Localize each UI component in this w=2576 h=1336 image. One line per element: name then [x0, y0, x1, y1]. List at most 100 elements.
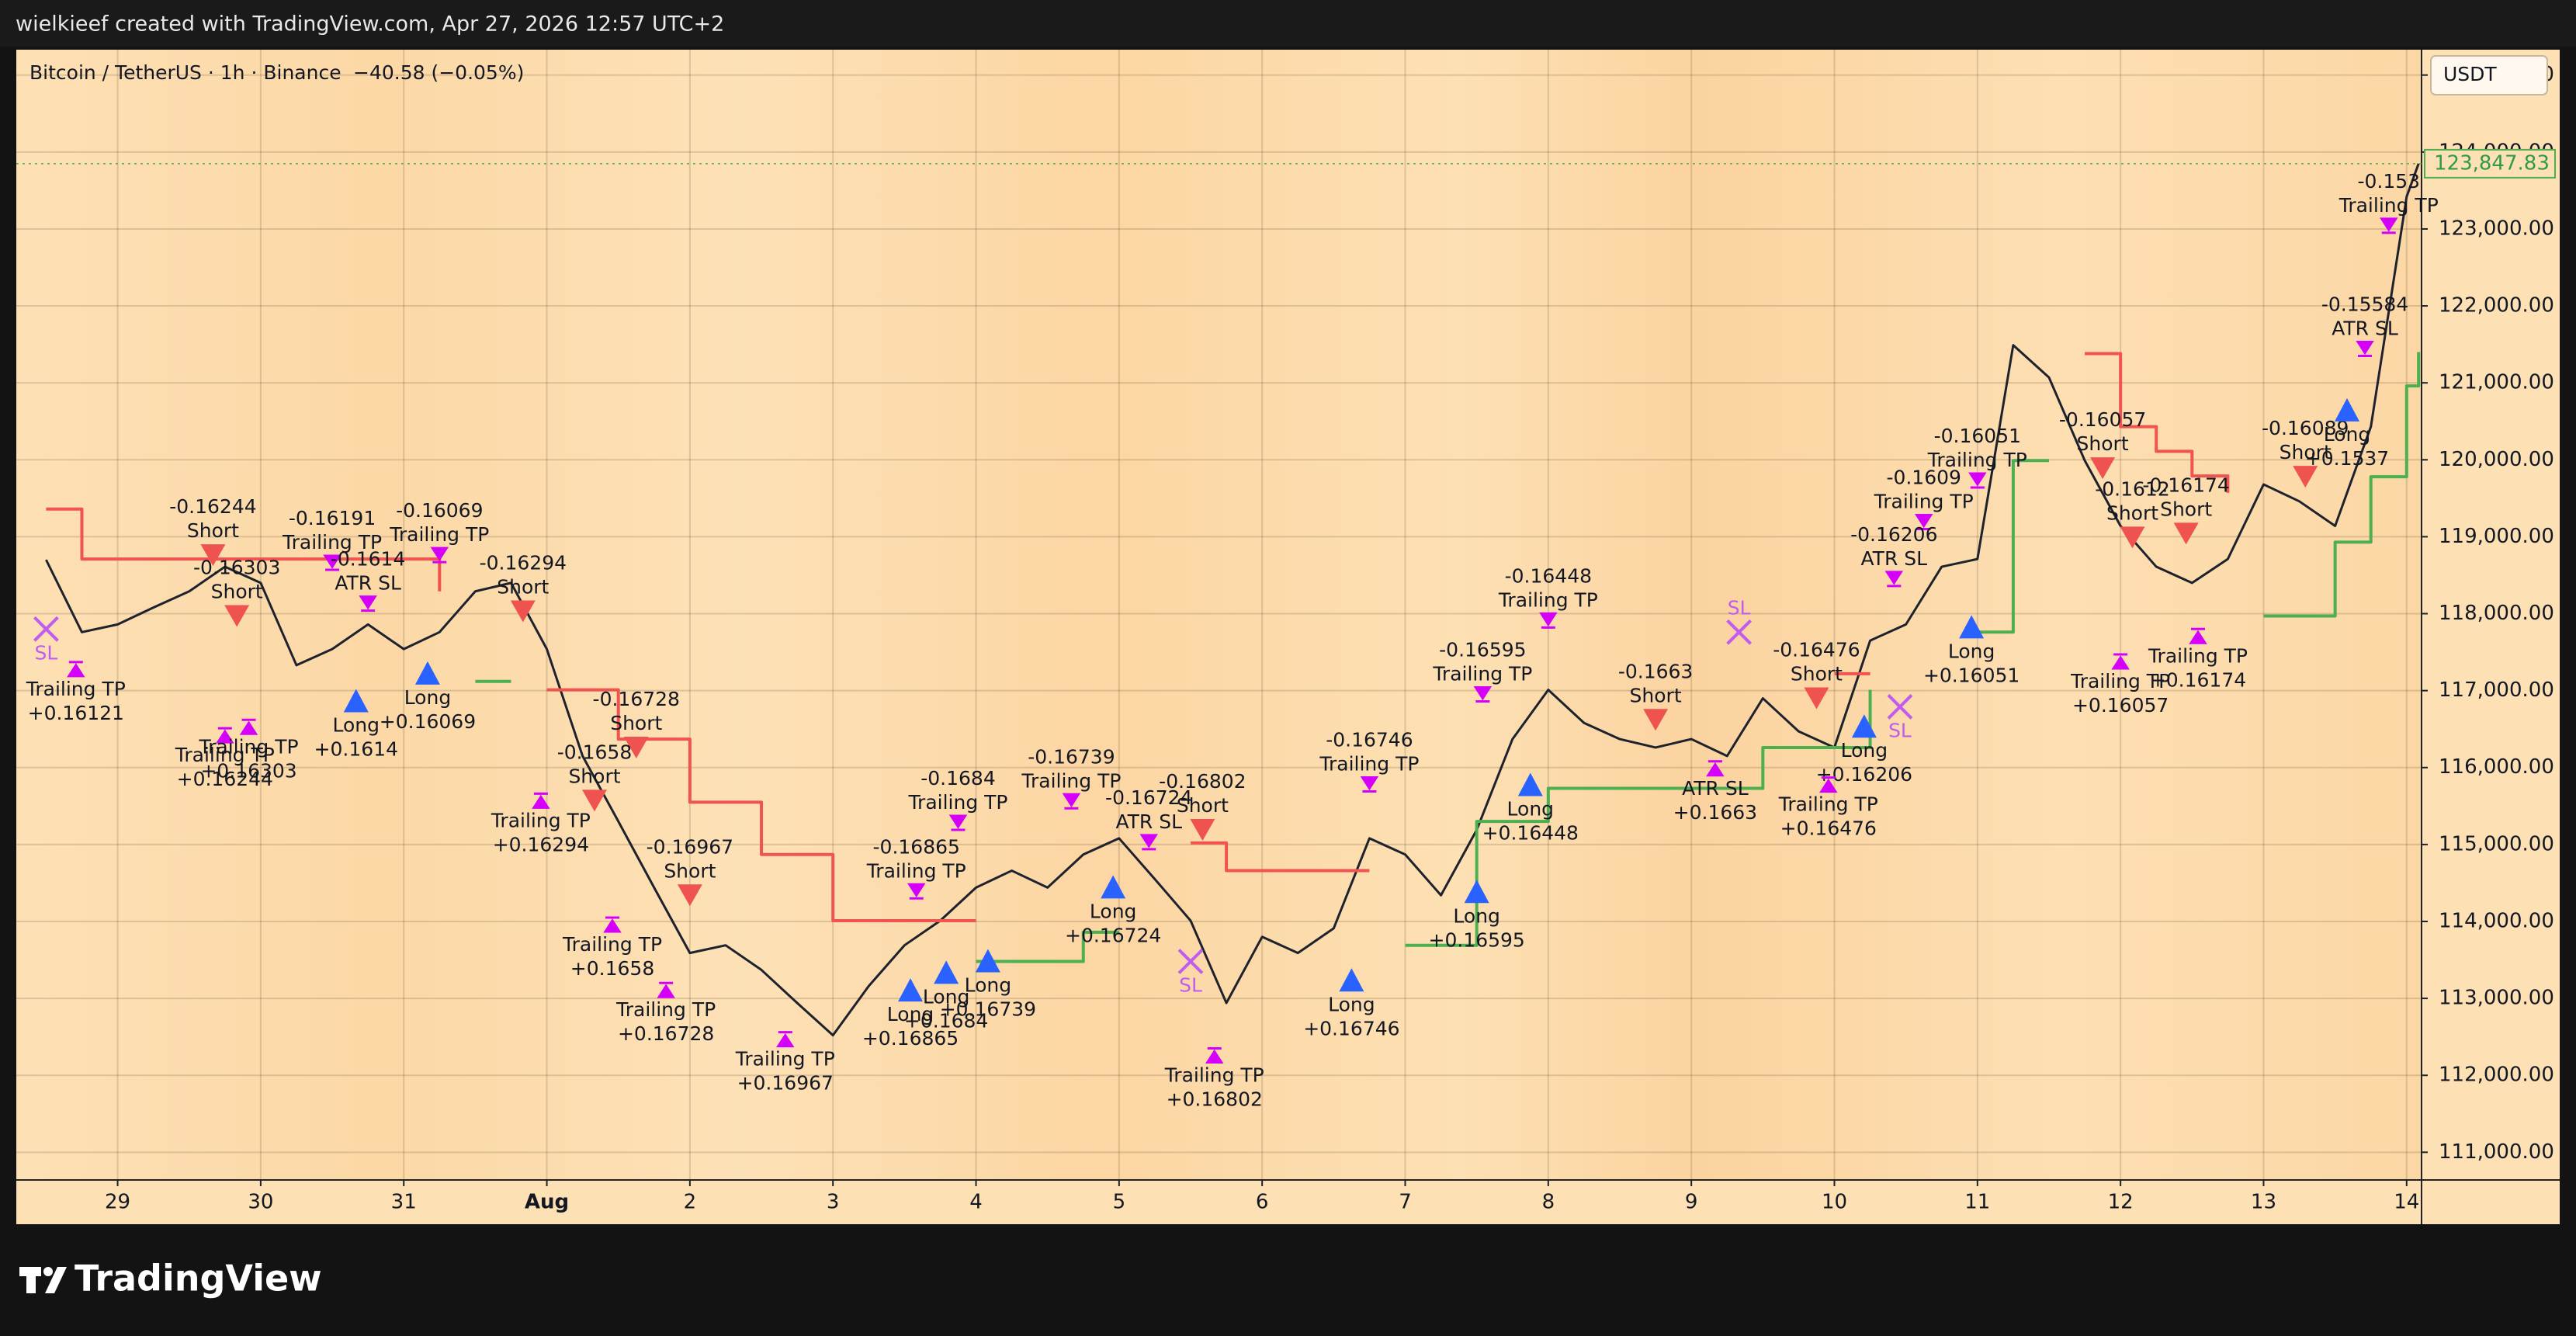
long-marker — [414, 661, 440, 685]
stop-line — [2085, 352, 2230, 493]
signal-label: -0.16303 — [193, 556, 280, 578]
signal-label: +0.16244 — [177, 768, 273, 790]
signal-label: Short — [1630, 684, 1682, 706]
series-layer — [45, 163, 2421, 1037]
tp-marker — [1062, 793, 1081, 810]
long-marker — [1851, 714, 1877, 738]
short-marker — [2090, 457, 2116, 480]
signal-label: Trailing TP — [491, 809, 591, 831]
signal-label: SL — [1888, 719, 1912, 741]
signal-label: ATR SL — [335, 572, 401, 595]
signal-label: ATR SL — [2332, 318, 2398, 340]
signal-label: +0.16739 — [940, 998, 1036, 1021]
signal-label: SL — [34, 641, 57, 664]
y-tick-label: 113,000.00 — [2439, 987, 2554, 1010]
stop-line — [2263, 352, 2421, 618]
y-tick-label: 121,000.00 — [2439, 371, 2554, 394]
x-tick-label: 14 — [2394, 1191, 2419, 1214]
signal-label: Trailing TP — [1778, 793, 1878, 816]
signal-label: Short — [568, 765, 620, 787]
y-tick-label: 120,000.00 — [2439, 448, 2554, 471]
x-tick-label: 8 — [1542, 1191, 1555, 1214]
long-marker — [1517, 772, 1543, 796]
short-marker — [581, 789, 607, 812]
short-marker — [2173, 522, 2199, 545]
grid — [16, 50, 2422, 1180]
signal-label: -0.1663 — [1618, 660, 1694, 682]
short-marker — [510, 600, 536, 623]
signal-label: +0.16206 — [1816, 763, 1912, 786]
signal-label: Trailing TP — [2148, 644, 2248, 667]
signal-label: Short — [2106, 501, 2158, 524]
tp-marker — [2111, 653, 2130, 670]
signal-label: Trailing TP — [907, 791, 1007, 814]
long-marker — [898, 978, 924, 1002]
signal-label: Long — [1948, 640, 1995, 662]
short-marker — [1643, 709, 1669, 731]
signal-label: +0.16476 — [1780, 817, 1877, 840]
x-tick-label: 31 — [391, 1191, 417, 1214]
signal-label: Trailing TP — [1021, 769, 1121, 792]
signal-label: +0.16448 — [1482, 822, 1579, 845]
signal-label: Short — [610, 712, 662, 734]
signal-label: Short — [2280, 441, 2332, 463]
tp-marker — [2380, 217, 2398, 234]
signal-label: Trailing TP — [2070, 670, 2170, 692]
long-marker — [975, 949, 1000, 973]
signal-label: Long — [404, 686, 452, 709]
x-tick-label: 4 — [969, 1191, 983, 1214]
last-price-label: 123,847.83 — [2434, 151, 2550, 175]
tp-marker — [907, 883, 926, 900]
signal-label: +0.16057 — [2072, 694, 2169, 717]
signal-label: -0.16724 — [1105, 786, 1192, 809]
x-tick-label: Aug — [525, 1191, 569, 1214]
short-marker — [2120, 526, 2145, 549]
signal-label: Long — [923, 985, 970, 1008]
signal-label: +0.16802 — [1167, 1088, 1263, 1110]
short-marker — [2293, 466, 2318, 488]
price-axis — [2422, 50, 2560, 1180]
long-marker — [1464, 880, 1489, 904]
x-tick-label: 7 — [1399, 1191, 1412, 1214]
currency-button[interactable] — [2430, 55, 2548, 95]
y-tick-label: 111,000.00 — [2439, 1140, 2554, 1164]
signal-label: Trailing TP — [1432, 663, 1532, 685]
tp-marker — [2189, 627, 2207, 644]
y-tick-label: 118,000.00 — [2439, 602, 2554, 625]
signal-label: Trailing TP — [735, 1048, 835, 1071]
tp-marker — [1819, 776, 1838, 793]
atr-marker — [2356, 341, 2374, 358]
signal-label: -0.16728 — [593, 688, 680, 710]
signal-label: -0.16191 — [289, 507, 376, 529]
signal-label: -0.16865 — [873, 835, 960, 858]
stop-line — [546, 688, 976, 922]
signal-label: -0.1684 — [920, 767, 996, 789]
signal-label: Trailing TP — [1164, 1064, 1264, 1086]
currency-label[interactable]: USDT — [2443, 63, 2497, 85]
signal-label: Trailing TP — [26, 678, 126, 700]
tp-marker — [1205, 1046, 1224, 1064]
x-tick-label: 12 — [2108, 1191, 2134, 1214]
y-tick-label: 116,000.00 — [2439, 755, 2554, 779]
tp-marker — [430, 547, 449, 564]
signal-layer: -0.16244Short-0.16303Short-0.16294Short-… — [26, 170, 2439, 1111]
tp-marker — [239, 718, 258, 735]
y-tick-label: 112,000.00 — [2439, 1064, 2554, 1087]
signal-label: -0.16051 — [1934, 425, 2021, 447]
signal-label: -0.16244 — [169, 495, 256, 518]
signal-label: -0.16069 — [396, 499, 483, 522]
tp-marker — [216, 727, 234, 744]
signal-label: Short — [2160, 498, 2212, 520]
signal-label: +0.16051 — [1923, 664, 2020, 686]
tp-marker — [1473, 686, 1493, 703]
x-tick-label: 13 — [2251, 1191, 2276, 1214]
stop-line — [1405, 689, 1872, 947]
signal-label: -0.16967 — [647, 835, 733, 858]
tp-marker — [1914, 514, 1933, 531]
x-tick-label: 6 — [1256, 1191, 1269, 1214]
signal-label: +0.16294 — [493, 833, 589, 855]
signal-label: +0.1663 — [1673, 801, 1757, 824]
signal-label: -0.16595 — [1439, 639, 1526, 661]
signal-label: Long — [1453, 904, 1500, 927]
